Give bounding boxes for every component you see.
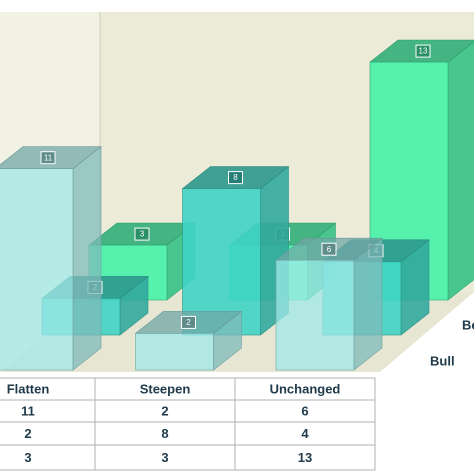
table-cell: 13 [298, 450, 312, 465]
value-label-box [181, 315, 196, 329]
bar [182, 188, 261, 336]
table-cell: 3 [161, 450, 168, 465]
value-label-box [40, 151, 56, 165]
value-label-box [228, 171, 243, 185]
column-header: Unchanged [270, 381, 341, 396]
table-cell: 8 [161, 426, 168, 441]
value-label-box [415, 44, 431, 58]
column-header: Steepen [140, 381, 191, 396]
depth-label: Bull [430, 353, 455, 368]
bar [135, 333, 214, 371]
value-label-box [321, 242, 337, 256]
value-label: 3 [140, 230, 145, 239]
value-label-box [134, 227, 150, 241]
bar [0, 168, 74, 371]
value-label: 13 [419, 47, 428, 56]
value-label: 11 [44, 153, 53, 162]
table-cell: 2 [24, 426, 31, 441]
table-cell: 4 [301, 426, 309, 441]
table-cell: 3 [24, 450, 31, 465]
depth-label: Be [462, 317, 474, 332]
bar [275, 259, 355, 371]
table-cell: 11 [21, 403, 35, 418]
table-cell: 2 [161, 403, 168, 418]
table-cell: 6 [301, 403, 308, 418]
data-table: Flatten 11 2 3 Steepen 2 8 3 Unchanged 6 4 13 [0, 377, 376, 471]
bars: 3313Be284Bull1126 [0, 39, 474, 371]
value-label: 6 [327, 245, 332, 254]
bar-side [72, 146, 102, 371]
value-label: 8 [233, 173, 238, 182]
bar-side [447, 41, 474, 301]
value-label: 2 [186, 318, 191, 327]
bar-side [353, 237, 383, 371]
column-header: Flatten [7, 381, 50, 396]
